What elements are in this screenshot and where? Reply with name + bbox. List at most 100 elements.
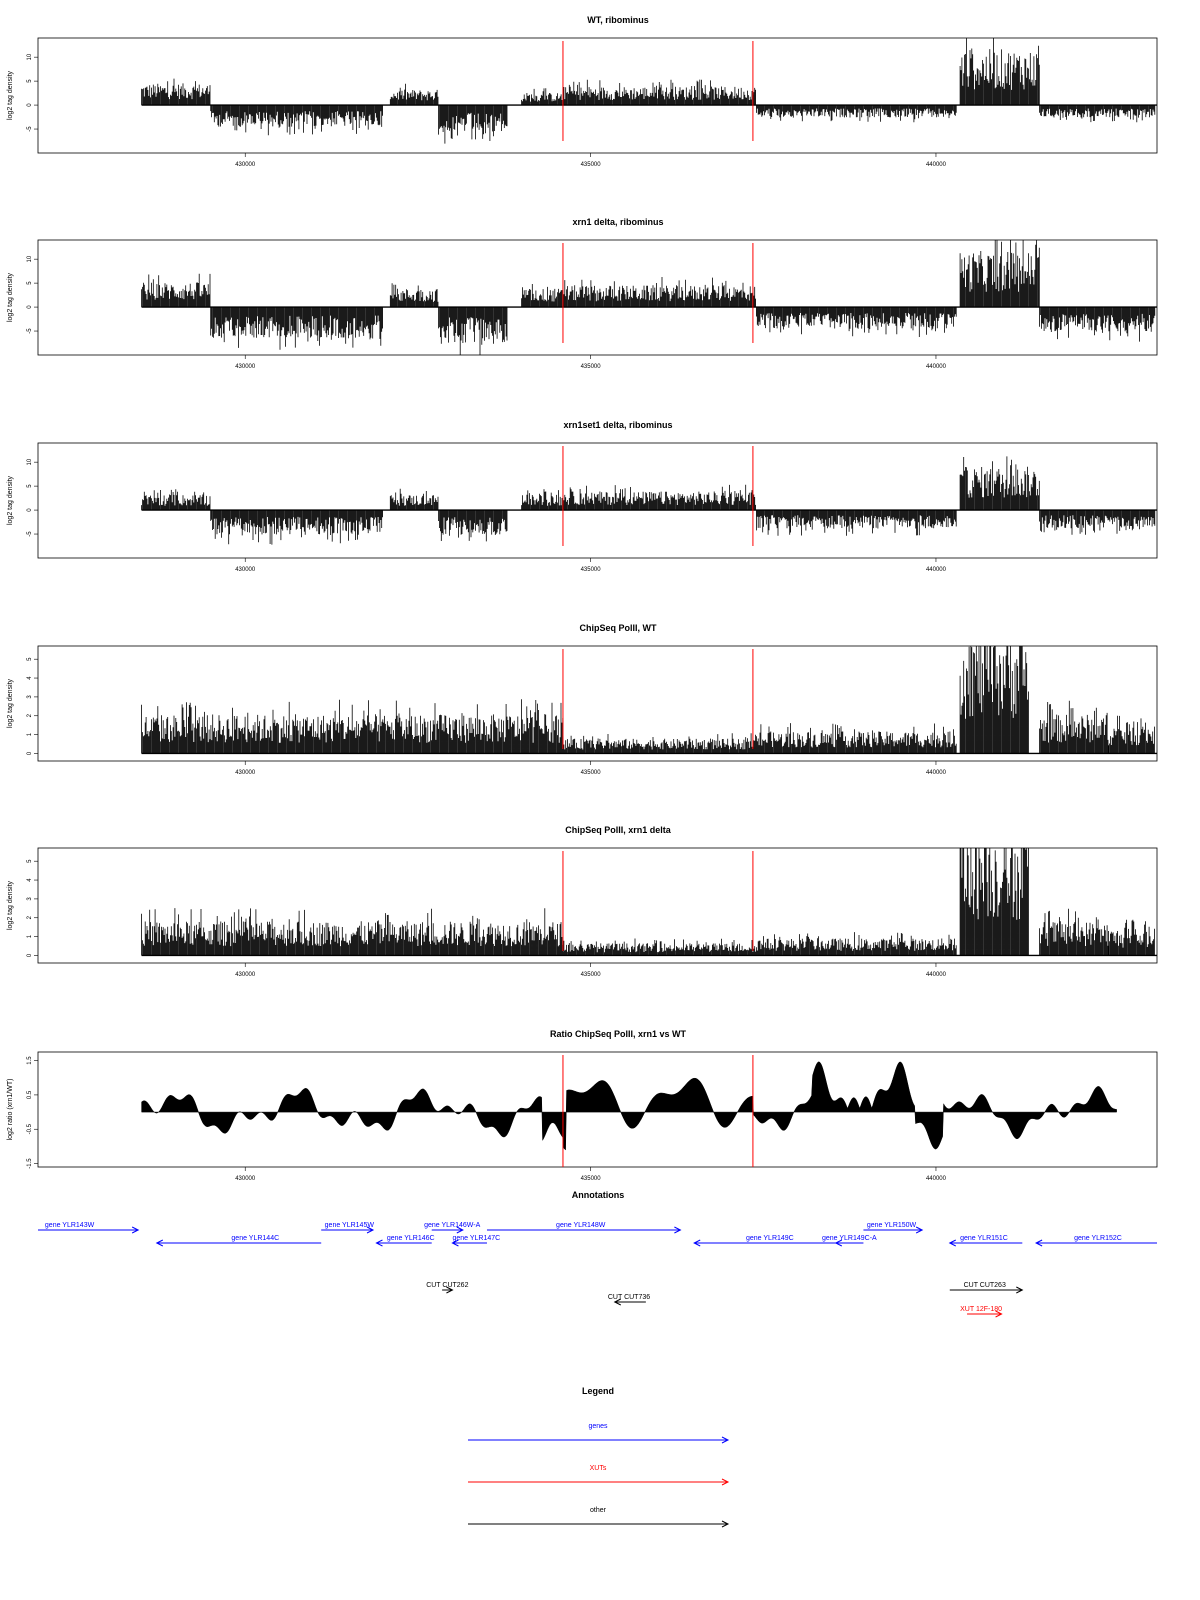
legend-item: genes xyxy=(468,1423,730,1444)
y-axis-label: log2 tag density xyxy=(7,70,14,120)
gene-feature-arrow xyxy=(456,1226,464,1234)
gene-feature-label: gene YLR149C xyxy=(746,1235,794,1242)
plot-frame xyxy=(37,1051,1158,1168)
gene-feature: gene YLR151C xyxy=(948,1235,1023,1247)
gene-feature-label: gene YLR146W-A xyxy=(424,1222,480,1229)
y-tick-label: 4 xyxy=(27,676,33,680)
gene-feature-arrow xyxy=(155,1239,164,1247)
gene-feature-arrow xyxy=(131,1226,140,1234)
panel-4: ChipSeq PolII, xrn1 delta log2 tag densit… xyxy=(7,825,1158,978)
x-tick-label: 435000 xyxy=(581,162,602,168)
x-tick-label: 435000 xyxy=(581,770,602,776)
panel-title: ChipSeq PolII, xrn1 delta xyxy=(565,825,672,835)
cut-feature: CUT CUT263 xyxy=(949,1282,1024,1294)
gene-feature: gene YLR145W xyxy=(321,1222,375,1234)
signal-series xyxy=(141,38,1156,144)
panel-0: WT, ribominus log2 tag density -5 0 5 10 43000… xyxy=(7,15,1158,168)
y-tick-label: -5 xyxy=(27,531,33,537)
y-tick-label: 5 xyxy=(27,281,33,285)
x-tick-label: 430000 xyxy=(235,364,256,370)
y-tick-label: 0 xyxy=(27,103,33,107)
x-tick-label: 435000 xyxy=(581,567,602,573)
plot-frame xyxy=(37,239,1158,356)
x-tick-label: 440000 xyxy=(926,972,947,978)
cut-feature-arrow xyxy=(613,1298,621,1306)
signal-series xyxy=(141,240,1156,355)
legend-label: XUTs xyxy=(590,1465,607,1472)
signal-series xyxy=(141,456,1156,545)
y-axis-label: log2 tag density xyxy=(7,678,14,728)
legend-item: other xyxy=(468,1507,730,1528)
x-tick-label: 440000 xyxy=(926,162,947,168)
panel-2: xrn1set1 delta, ribominus log2 tag densit… xyxy=(7,420,1158,573)
gene-feature-label: gene YLR149C-A xyxy=(822,1235,877,1242)
signal-series xyxy=(141,848,1155,956)
legend-arrow xyxy=(721,1436,730,1444)
legend-arrow xyxy=(721,1520,730,1528)
gene-feature: gene YLR147C xyxy=(451,1235,500,1247)
y-tick-label: 1 xyxy=(27,732,33,736)
x-tick-label: 435000 xyxy=(581,972,602,978)
gene-feature-label: gene YLR147C xyxy=(452,1235,500,1242)
y-tick-label: 0 xyxy=(27,305,33,309)
y-tick-label: 0.5 xyxy=(27,1090,33,1099)
panel-3: ChipSeq PolII, WT log2 tag density 0 1 2 3 4 5 4… xyxy=(7,623,1158,776)
signal-bars xyxy=(141,1061,1117,1151)
x-tick-label: 430000 xyxy=(235,567,256,573)
panel-5: Ratio ChipSeq PolII, xrn1 vs WT log2 rati… xyxy=(7,1029,1158,1182)
gene-feature-label: gene YLR144C xyxy=(231,1235,279,1242)
plot-frame xyxy=(37,847,1158,964)
x-tick-label: 430000 xyxy=(235,162,256,168)
y-tick-label: 10 xyxy=(27,255,33,262)
gene-feature: gene YLR144C xyxy=(155,1235,322,1247)
y-tick-label: -5 xyxy=(27,126,33,132)
gene-feature-arrow xyxy=(693,1239,701,1247)
signal-bars xyxy=(141,240,1157,355)
gene-feature-arrow xyxy=(915,1226,924,1234)
signal-bars xyxy=(141,646,1157,755)
x-tick-label: 435000 xyxy=(581,364,602,370)
panel-title: ChipSeq PolII, WT xyxy=(580,623,657,633)
y-axis-label: log2 tag density xyxy=(7,475,14,525)
gene-feature: gene YLR152C xyxy=(1035,1235,1157,1247)
plot-frame xyxy=(37,442,1158,559)
gene-feature-label: gene YLR151C xyxy=(960,1235,1008,1242)
y-axis-label: log2 tag density xyxy=(7,272,14,322)
y-tick-label: 1 xyxy=(27,934,33,938)
xut-feature-arrow xyxy=(995,1310,1003,1318)
x-tick-label: 430000 xyxy=(235,1176,256,1182)
cut-feature: CUT CUT736 xyxy=(608,1294,650,1306)
cut-feature-arrow xyxy=(1016,1286,1024,1294)
plot-frame xyxy=(37,37,1158,154)
gene-feature-arrow xyxy=(366,1226,375,1234)
gene-feature: gene YLR146C xyxy=(375,1235,435,1247)
gene-feature-label: gene YLR143W xyxy=(45,1222,95,1229)
y-axis-label: log2 ratio (xrn1/WT) xyxy=(7,1079,14,1141)
gene-feature-arrow xyxy=(1035,1239,1043,1247)
x-tick-label: 440000 xyxy=(926,1176,947,1182)
gene-feature-arrow xyxy=(948,1239,957,1247)
y-tick-label: 2 xyxy=(27,713,33,717)
gene-feature: gene YLR149C xyxy=(693,1235,847,1247)
y-tick-label: 5 xyxy=(27,657,33,661)
y-tick-label: 3 xyxy=(27,695,33,699)
y-tick-label: 5 xyxy=(27,859,33,863)
x-tick-label: 440000 xyxy=(926,770,947,776)
y-tick-label: 3 xyxy=(27,897,33,901)
y-tick-label: 5 xyxy=(27,79,33,83)
signal-bars xyxy=(141,456,1157,545)
y-tick-label: -1.5 xyxy=(27,1158,33,1169)
x-tick-label: 440000 xyxy=(926,567,947,573)
panel-title: xrn1 delta, ribominus xyxy=(572,217,663,227)
xut-feature: XUT 12F-180 xyxy=(960,1306,1003,1318)
y-axis-label: log2 tag density xyxy=(7,880,14,930)
gene-feature: gene YLR143W xyxy=(38,1222,140,1234)
legend-arrow xyxy=(721,1478,730,1486)
panel-title: Ratio ChipSeq PolII, xrn1 vs WT xyxy=(550,1029,687,1039)
gene-feature-label: gene YLR150W xyxy=(867,1222,917,1229)
gene-feature: gene YLR149C-A xyxy=(822,1235,877,1247)
cut-feature-label: CUT CUT262 xyxy=(426,1282,468,1289)
y-tick-label: -5 xyxy=(27,328,33,334)
x-tick-label: 430000 xyxy=(235,972,256,978)
